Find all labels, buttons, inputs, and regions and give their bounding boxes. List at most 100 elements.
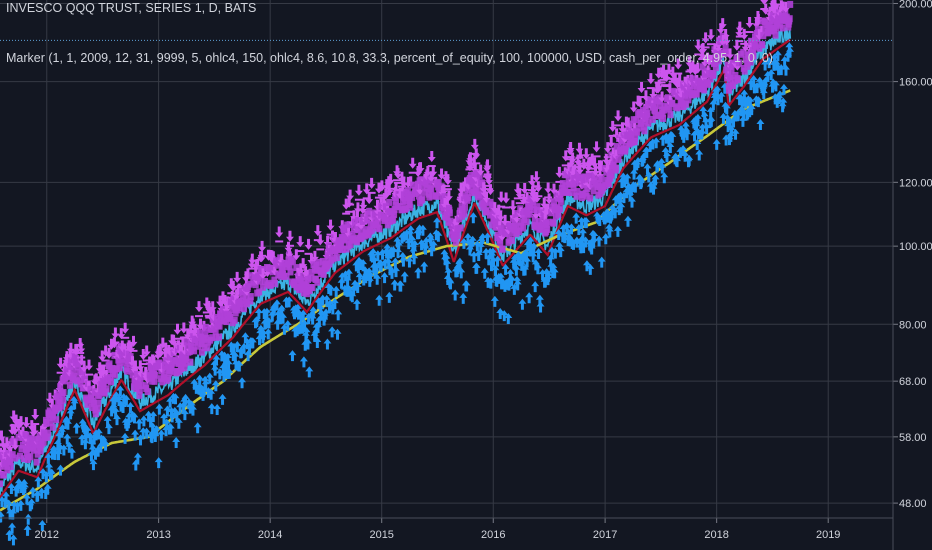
sell-block — [358, 228, 365, 236]
buy-marker — [767, 69, 776, 81]
sell-bar — [694, 53, 703, 56]
buy-marker — [755, 76, 764, 88]
sell-bar — [657, 81, 666, 84]
sell-block — [177, 365, 184, 373]
sell-block — [533, 206, 540, 214]
buy-marker — [116, 385, 125, 397]
sell-bar — [532, 185, 541, 188]
sell-block — [36, 432, 43, 440]
sell-block — [393, 197, 400, 205]
sell-block — [402, 205, 409, 213]
buy-marker — [490, 295, 499, 307]
sell-block — [669, 99, 676, 107]
buy-marker — [334, 309, 343, 321]
sell-block — [773, 24, 780, 32]
buy-marker — [719, 112, 728, 124]
sell-bar — [111, 341, 120, 344]
sell-block — [92, 410, 99, 418]
sell-block — [634, 128, 641, 136]
sell-block — [96, 392, 103, 400]
buy-marker — [651, 174, 660, 186]
buy-marker — [662, 151, 671, 163]
sell-bar — [614, 124, 623, 127]
x-tick-label: 2017 — [593, 529, 617, 541]
sell-marker — [117, 328, 126, 340]
buy-marker — [224, 359, 233, 371]
buy-marker — [101, 439, 110, 451]
sell-bar — [101, 359, 110, 362]
sell-block — [129, 371, 136, 379]
buy-marker — [660, 172, 669, 184]
sell-block — [516, 228, 523, 236]
sell-block — [472, 178, 479, 186]
sell-marker — [443, 174, 452, 186]
sell-marker — [233, 271, 242, 283]
sell-block — [57, 383, 64, 391]
sell-block — [779, 24, 786, 32]
sell-block — [80, 368, 87, 376]
sell-block — [729, 82, 736, 90]
sell-marker — [484, 174, 493, 186]
buy-marker — [323, 338, 332, 350]
sell-block — [556, 205, 563, 213]
sell-marker — [646, 73, 655, 85]
buy-marker — [749, 75, 758, 87]
sell-block — [320, 270, 327, 278]
sell-block — [279, 265, 286, 273]
buy-marker — [463, 232, 472, 244]
sell-block — [574, 188, 581, 196]
sell-block — [531, 215, 538, 223]
sell-bar — [76, 351, 85, 354]
buy-marker — [133, 452, 142, 464]
sell-marker — [502, 192, 511, 204]
sell-marker — [614, 110, 623, 122]
buy-marker — [0, 511, 5, 523]
sell-block — [429, 192, 436, 200]
sell-marker — [80, 361, 89, 373]
buy-marker — [302, 327, 311, 339]
sell-bar — [313, 239, 322, 242]
buy-marker — [420, 261, 429, 273]
sell-block — [23, 431, 30, 439]
buy-marker — [406, 225, 415, 237]
buy-marker — [166, 423, 175, 435]
buy-marker — [353, 282, 362, 294]
buy-marker — [83, 425, 92, 437]
buy-marker — [693, 113, 702, 125]
buy-marker — [533, 263, 542, 275]
sell-marker — [544, 182, 553, 194]
x-tick-label: 2012 — [35, 529, 59, 541]
sell-bar — [285, 244, 294, 247]
buy-marker — [480, 267, 489, 279]
sell-block — [750, 52, 757, 60]
sell-bar — [84, 373, 93, 376]
sell-block — [127, 353, 134, 361]
sell-block — [238, 297, 245, 305]
buy-marker — [366, 271, 375, 283]
sell-marker — [129, 335, 138, 347]
sell-block — [257, 277, 264, 285]
sell-block — [664, 94, 671, 102]
sell-marker — [142, 345, 151, 357]
buy-marker — [631, 181, 640, 193]
buy-marker — [377, 260, 386, 272]
buy-marker — [472, 262, 481, 274]
y-tick-label: 200.00 — [899, 0, 932, 10]
sell-block — [354, 217, 361, 225]
buy-marker — [112, 391, 121, 403]
buy-marker — [775, 90, 784, 102]
buy-marker — [59, 444, 68, 456]
sell-block — [349, 231, 356, 239]
sell-block — [347, 240, 354, 248]
sell-block — [100, 383, 107, 391]
buy-marker — [613, 225, 622, 237]
sell-block — [740, 48, 747, 56]
sell-block — [497, 239, 504, 247]
buy-marker — [699, 106, 708, 118]
sell-block — [247, 297, 254, 305]
sell-block — [610, 160, 617, 168]
buy-marker — [37, 487, 46, 499]
